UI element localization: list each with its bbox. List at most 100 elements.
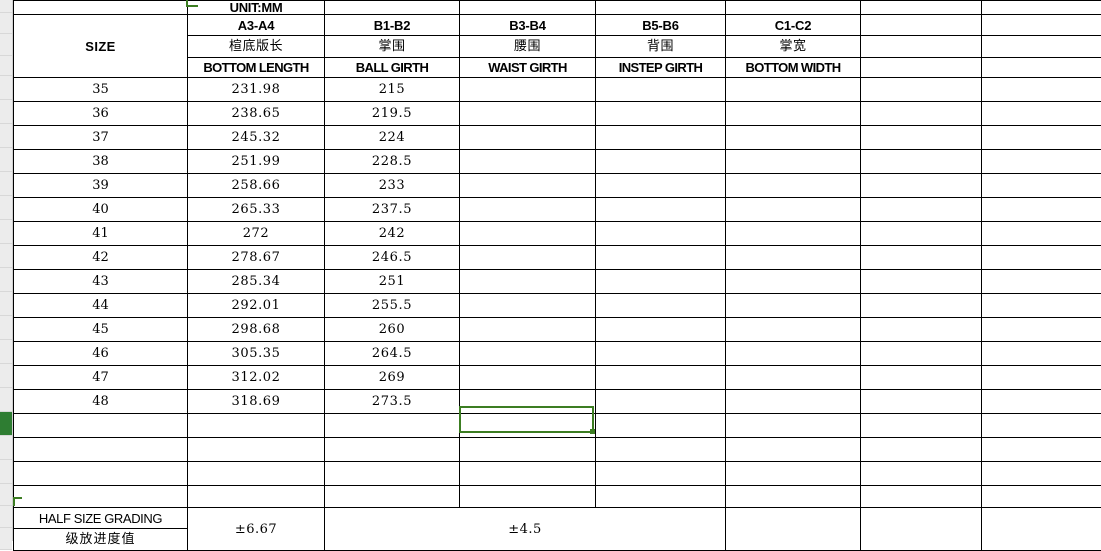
row-gutter-cell[interactable] <box>0 388 12 412</box>
cell-instep-girth[interactable] <box>596 198 726 222</box>
header-code-c1c2[interactable]: C1-C2 <box>726 15 861 36</box>
row-gutter-cell[interactable] <box>0 148 12 172</box>
cell-extra[interactable] <box>982 102 1101 126</box>
cell-extra[interactable] <box>982 366 1101 390</box>
cell-bottom-width[interactable] <box>726 174 861 198</box>
cell-instep-girth[interactable] <box>596 342 726 366</box>
cell-extra[interactable] <box>861 222 982 246</box>
cell-waist-girth[interactable] <box>460 150 596 174</box>
cell-size[interactable]: 43 <box>14 270 188 294</box>
cell-empty[interactable] <box>188 438 325 462</box>
cell-size[interactable]: 44 <box>14 294 188 318</box>
cell-extra[interactable] <box>861 438 982 462</box>
row-gutter-cell[interactable] <box>0 196 12 220</box>
cell-extra[interactable] <box>982 174 1101 198</box>
cell-ball-girth[interactable]: 260 <box>325 318 460 342</box>
cell-ball-girth[interactable]: 219.5 <box>325 102 460 126</box>
cell-extra[interactable] <box>861 174 982 198</box>
cell-bottom-width[interactable] <box>726 198 861 222</box>
row-gutter-cell[interactable] <box>0 436 12 460</box>
cell-waist-girth[interactable] <box>460 222 596 246</box>
cell-size[interactable]: 36 <box>14 102 188 126</box>
cell-extra[interactable] <box>982 508 1101 551</box>
cell-size[interactable]: 42 <box>14 246 188 270</box>
header-extra-cell[interactable] <box>982 15 1101 36</box>
cell-extra[interactable] <box>861 414 982 438</box>
cell-ball-girth[interactable]: 264.5 <box>325 342 460 366</box>
row-gutter-cell-selected[interactable] <box>0 412 12 436</box>
cell-extra[interactable] <box>861 270 982 294</box>
cell-instep-girth[interactable] <box>596 246 726 270</box>
cell-instep-girth[interactable] <box>596 390 726 414</box>
cell-empty[interactable] <box>325 462 460 486</box>
row-gutter-cell[interactable] <box>0 172 12 196</box>
grading-value-girth[interactable]: ±4.5 <box>325 508 726 551</box>
cell-extra[interactable] <box>982 390 1101 414</box>
cell-size[interactable]: 38 <box>14 150 188 174</box>
cell-extra[interactable] <box>982 222 1101 246</box>
cell-empty[interactable] <box>596 486 726 508</box>
cell-extra[interactable] <box>982 246 1101 270</box>
cell-empty[interactable] <box>188 486 325 508</box>
cell-bottom-length[interactable]: 238.65 <box>188 102 325 126</box>
cell-instep-girth[interactable] <box>596 150 726 174</box>
cell-empty[interactable] <box>596 462 726 486</box>
row-gutter-cell[interactable] <box>0 506 12 528</box>
cell-ball-girth[interactable]: 224 <box>325 126 460 150</box>
row-gutter-cell[interactable] <box>0 124 12 148</box>
cell-extra[interactable] <box>982 414 1101 438</box>
cell-empty[interactable] <box>460 462 596 486</box>
cell-size[interactable]: 46 <box>14 342 188 366</box>
cell-ball-girth[interactable]: 273.5 <box>325 390 460 414</box>
header-extra-cell[interactable] <box>982 36 1101 58</box>
header-en-bottom-width[interactable]: BOTTOM WIDTH <box>726 58 861 78</box>
cell-bottom-width[interactable] <box>726 366 861 390</box>
cell-bottom-length[interactable]: 278.67 <box>188 246 325 270</box>
cell-ball-girth[interactable]: 255.5 <box>325 294 460 318</box>
cell-extra[interactable] <box>861 294 982 318</box>
cell-empty[interactable] <box>325 486 460 508</box>
row-gutter-cell[interactable] <box>0 292 12 316</box>
cell-ball-girth[interactable]: 215 <box>325 78 460 102</box>
cell-size[interactable]: 40 <box>14 198 188 222</box>
cell-bottom-length[interactable]: 251.99 <box>188 150 325 174</box>
row-gutter-cell[interactable] <box>0 0 12 13</box>
row-gutter-cell[interactable] <box>0 316 12 340</box>
cell-extra[interactable] <box>982 78 1101 102</box>
cell-empty[interactable] <box>460 438 596 462</box>
row-gutter-cell[interactable] <box>0 76 12 100</box>
row-gutter-cell[interactable] <box>0 34 12 56</box>
cell-size[interactable]: 35 <box>14 78 188 102</box>
cell-bottom-width[interactable] <box>726 150 861 174</box>
header-cn-bottom-length[interactable]: 楦底版长 <box>188 36 325 58</box>
cell-extra[interactable] <box>861 102 982 126</box>
grading-value-bottom-length[interactable]: ±6.67 <box>188 508 325 551</box>
cell-bottom-length[interactable]: 245.32 <box>188 126 325 150</box>
cell-size[interactable]: 41 <box>14 222 188 246</box>
header-en-instep-girth[interactable]: INSTEP GIRTH <box>596 58 726 78</box>
cell-ball-girth[interactable]: 228.5 <box>325 150 460 174</box>
cell-extra[interactable] <box>982 150 1101 174</box>
cell-bottom-width[interactable] <box>726 78 861 102</box>
cell-extra[interactable] <box>861 198 982 222</box>
row-gutter-cell[interactable] <box>0 56 12 76</box>
cell-size[interactable]: 47 <box>14 366 188 390</box>
cell-empty[interactable] <box>188 414 325 438</box>
cell-instep-girth[interactable] <box>596 102 726 126</box>
cell-bottom-width[interactable] <box>726 294 861 318</box>
cell-size[interactable]: 48 <box>14 390 188 414</box>
row-gutter-cell[interactable] <box>0 484 12 506</box>
cell-empty[interactable] <box>726 486 861 508</box>
cell-bottom-length[interactable]: 298.68 <box>188 318 325 342</box>
cell-waist-girth[interactable] <box>460 246 596 270</box>
cell-waist-girth[interactable] <box>460 270 596 294</box>
cell-extra[interactable] <box>861 126 982 150</box>
cell-extra[interactable] <box>861 508 982 551</box>
cell-instep-girth[interactable] <box>596 270 726 294</box>
cell-bottom-width[interactable] <box>726 102 861 126</box>
cell-waist-girth[interactable] <box>460 78 596 102</box>
cell-extra[interactable] <box>861 318 982 342</box>
cell-bottom-width[interactable] <box>726 270 861 294</box>
cell-waist-girth[interactable] <box>460 102 596 126</box>
cell-empty[interactable] <box>14 486 188 508</box>
